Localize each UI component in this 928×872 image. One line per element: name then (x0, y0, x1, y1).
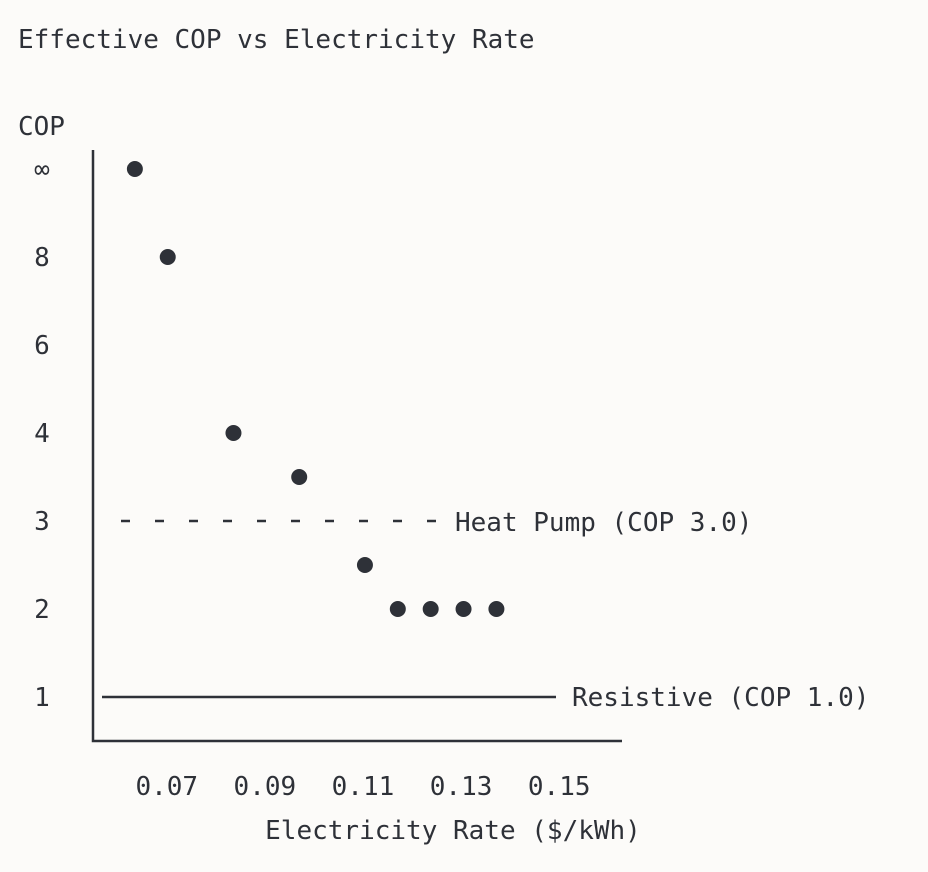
y-tick-label: 8 (34, 243, 50, 273)
axes-lines (91, 150, 622, 743)
y-axis-label: COP (18, 112, 65, 142)
y-tick-label: 6 (34, 331, 50, 361)
x-tick-label: 0.11 (332, 772, 395, 802)
y-tick-label: ∞ (34, 155, 50, 185)
y-tick-label: 4 (34, 419, 50, 449)
x-tick-label: 0.15 (528, 772, 591, 802)
chart-title: Effective COP vs Electricity Rate (18, 25, 535, 55)
x-tick-labels: 0.07 0.09 0.11 0.13 0.15 (135, 772, 590, 802)
data-point (356, 557, 373, 573)
y-tick-label: 3 (34, 507, 50, 537)
x-axis-label: Electricity Rate ($/kWh) (265, 816, 641, 846)
data-point (291, 469, 308, 485)
data-point (159, 249, 176, 265)
data-point (126, 161, 143, 177)
y-tick-labels: ∞ 8 6 4 3 2 1 (34, 155, 50, 713)
x-tick-label: 0.13 (430, 772, 493, 802)
data-point (389, 601, 406, 617)
x-tick-label: 0.07 (135, 772, 198, 802)
resistive-label: Resistive (COP 1.0) (572, 683, 869, 713)
heat-pump-label: Heat Pump (COP 3.0) (455, 508, 752, 538)
x-tick-label: 0.09 (234, 772, 297, 802)
data-point (225, 425, 242, 441)
data-point (488, 601, 505, 617)
data-point (455, 601, 472, 617)
data-points (126, 161, 505, 617)
y-tick-label: 2 (34, 595, 50, 625)
y-tick-label: 1 (34, 683, 50, 713)
data-point (422, 601, 439, 617)
